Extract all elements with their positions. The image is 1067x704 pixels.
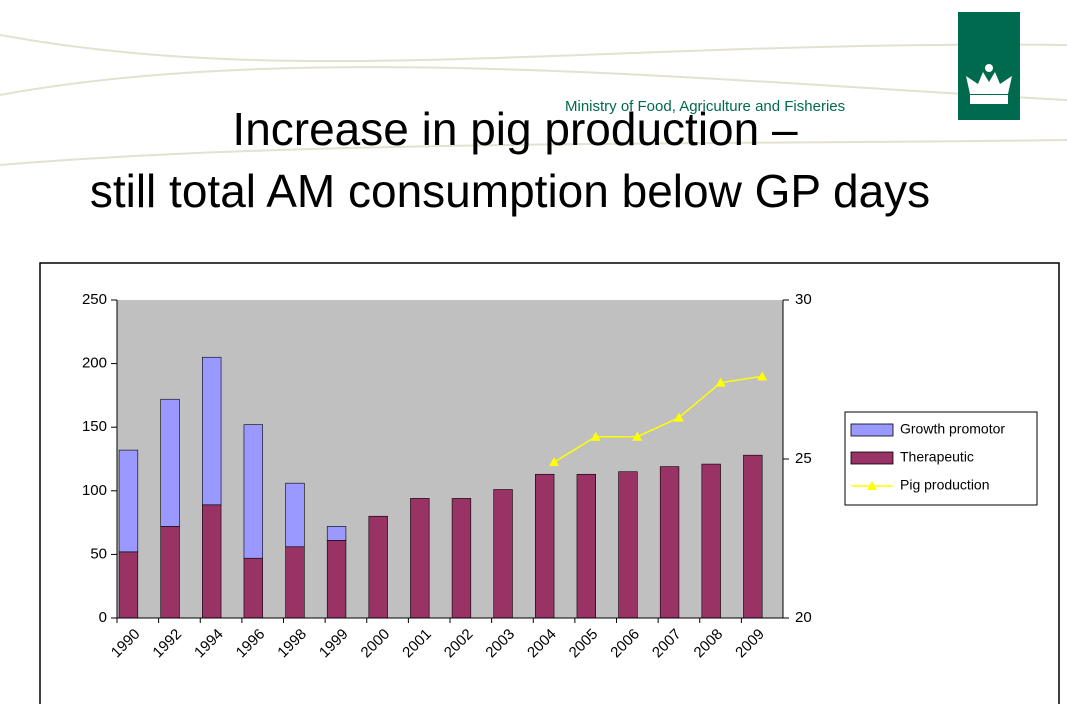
y-tick-label: 150 xyxy=(82,418,107,435)
bar xyxy=(410,498,430,619)
bar xyxy=(326,526,347,541)
point xyxy=(590,431,601,441)
crown xyxy=(966,64,1012,104)
bar xyxy=(618,471,638,619)
legend-label: Pig production xyxy=(900,477,990,493)
title-line: still total AM consumption below GP days xyxy=(90,165,930,217)
point xyxy=(632,431,643,441)
bar xyxy=(160,398,180,527)
legend-swatch xyxy=(867,481,877,490)
y-tick-label: 200 xyxy=(82,355,107,372)
ministry-name: Ministry of Food, Agriculture and Fisher… xyxy=(565,98,845,115)
bar xyxy=(285,546,305,619)
y-tick-label: 250 xyxy=(82,291,107,308)
bar xyxy=(576,473,596,619)
bar xyxy=(535,473,555,619)
y2-tick-label: 20 xyxy=(795,609,812,626)
bar xyxy=(701,463,721,619)
y-tick-label: 0 xyxy=(99,609,107,626)
bar xyxy=(659,466,680,619)
point xyxy=(673,412,684,422)
y-tick-label: 50 xyxy=(90,545,107,562)
point xyxy=(715,377,726,387)
legend-label: Growth promotor xyxy=(900,421,1005,437)
bar xyxy=(743,454,763,619)
bar xyxy=(326,540,347,619)
legend-swatch xyxy=(850,423,894,437)
bar xyxy=(451,498,472,619)
bar xyxy=(202,504,222,619)
bar xyxy=(493,489,513,619)
bar xyxy=(160,526,180,619)
title-line: Increase in pig production – xyxy=(232,103,798,155)
y2-tick-label: 25 xyxy=(795,450,812,467)
point xyxy=(757,371,768,381)
decor-curves xyxy=(0,34,1067,166)
bar xyxy=(368,515,388,619)
bar xyxy=(118,449,139,553)
point xyxy=(549,457,560,467)
bar xyxy=(202,356,222,506)
legend-label: Therapeutic xyxy=(900,449,974,465)
bar xyxy=(243,424,263,559)
line xyxy=(553,375,763,463)
y2-tick-label: 30 xyxy=(795,291,812,308)
y-tick-label: 100 xyxy=(82,482,107,499)
bar xyxy=(118,551,139,619)
legend-swatch xyxy=(850,451,894,465)
bar xyxy=(285,482,305,548)
bar xyxy=(243,557,263,619)
